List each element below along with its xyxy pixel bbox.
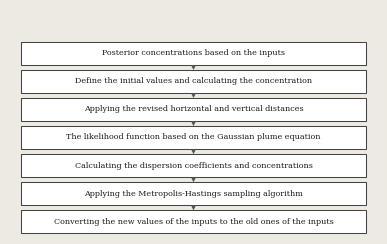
Bar xyxy=(21,98,366,121)
Bar xyxy=(21,210,366,233)
Bar xyxy=(21,70,366,93)
Text: Posterior concentrations based on the inputs: Posterior concentrations based on the in… xyxy=(102,49,285,57)
Text: The likelihood function based on the Gaussian plume equation: The likelihood function based on the Gau… xyxy=(66,133,321,142)
Text: Converting the new values of the inputs to the old ones of the inputs: Converting the new values of the inputs … xyxy=(54,218,333,226)
Text: Applying the Metropolis-Hastings sampling algorithm: Applying the Metropolis-Hastings samplin… xyxy=(84,190,303,198)
Text: Calculating the dispersion coefficients and concentrations: Calculating the dispersion coefficients … xyxy=(75,162,312,170)
Text: Define the initial values and calculating the concentration: Define the initial values and calculatin… xyxy=(75,77,312,85)
Bar xyxy=(21,42,366,65)
Bar xyxy=(21,126,366,149)
Text: Applying the revised horizontal and vertical distances: Applying the revised horizontal and vert… xyxy=(84,105,303,113)
Bar xyxy=(21,154,366,177)
Bar xyxy=(21,182,366,205)
